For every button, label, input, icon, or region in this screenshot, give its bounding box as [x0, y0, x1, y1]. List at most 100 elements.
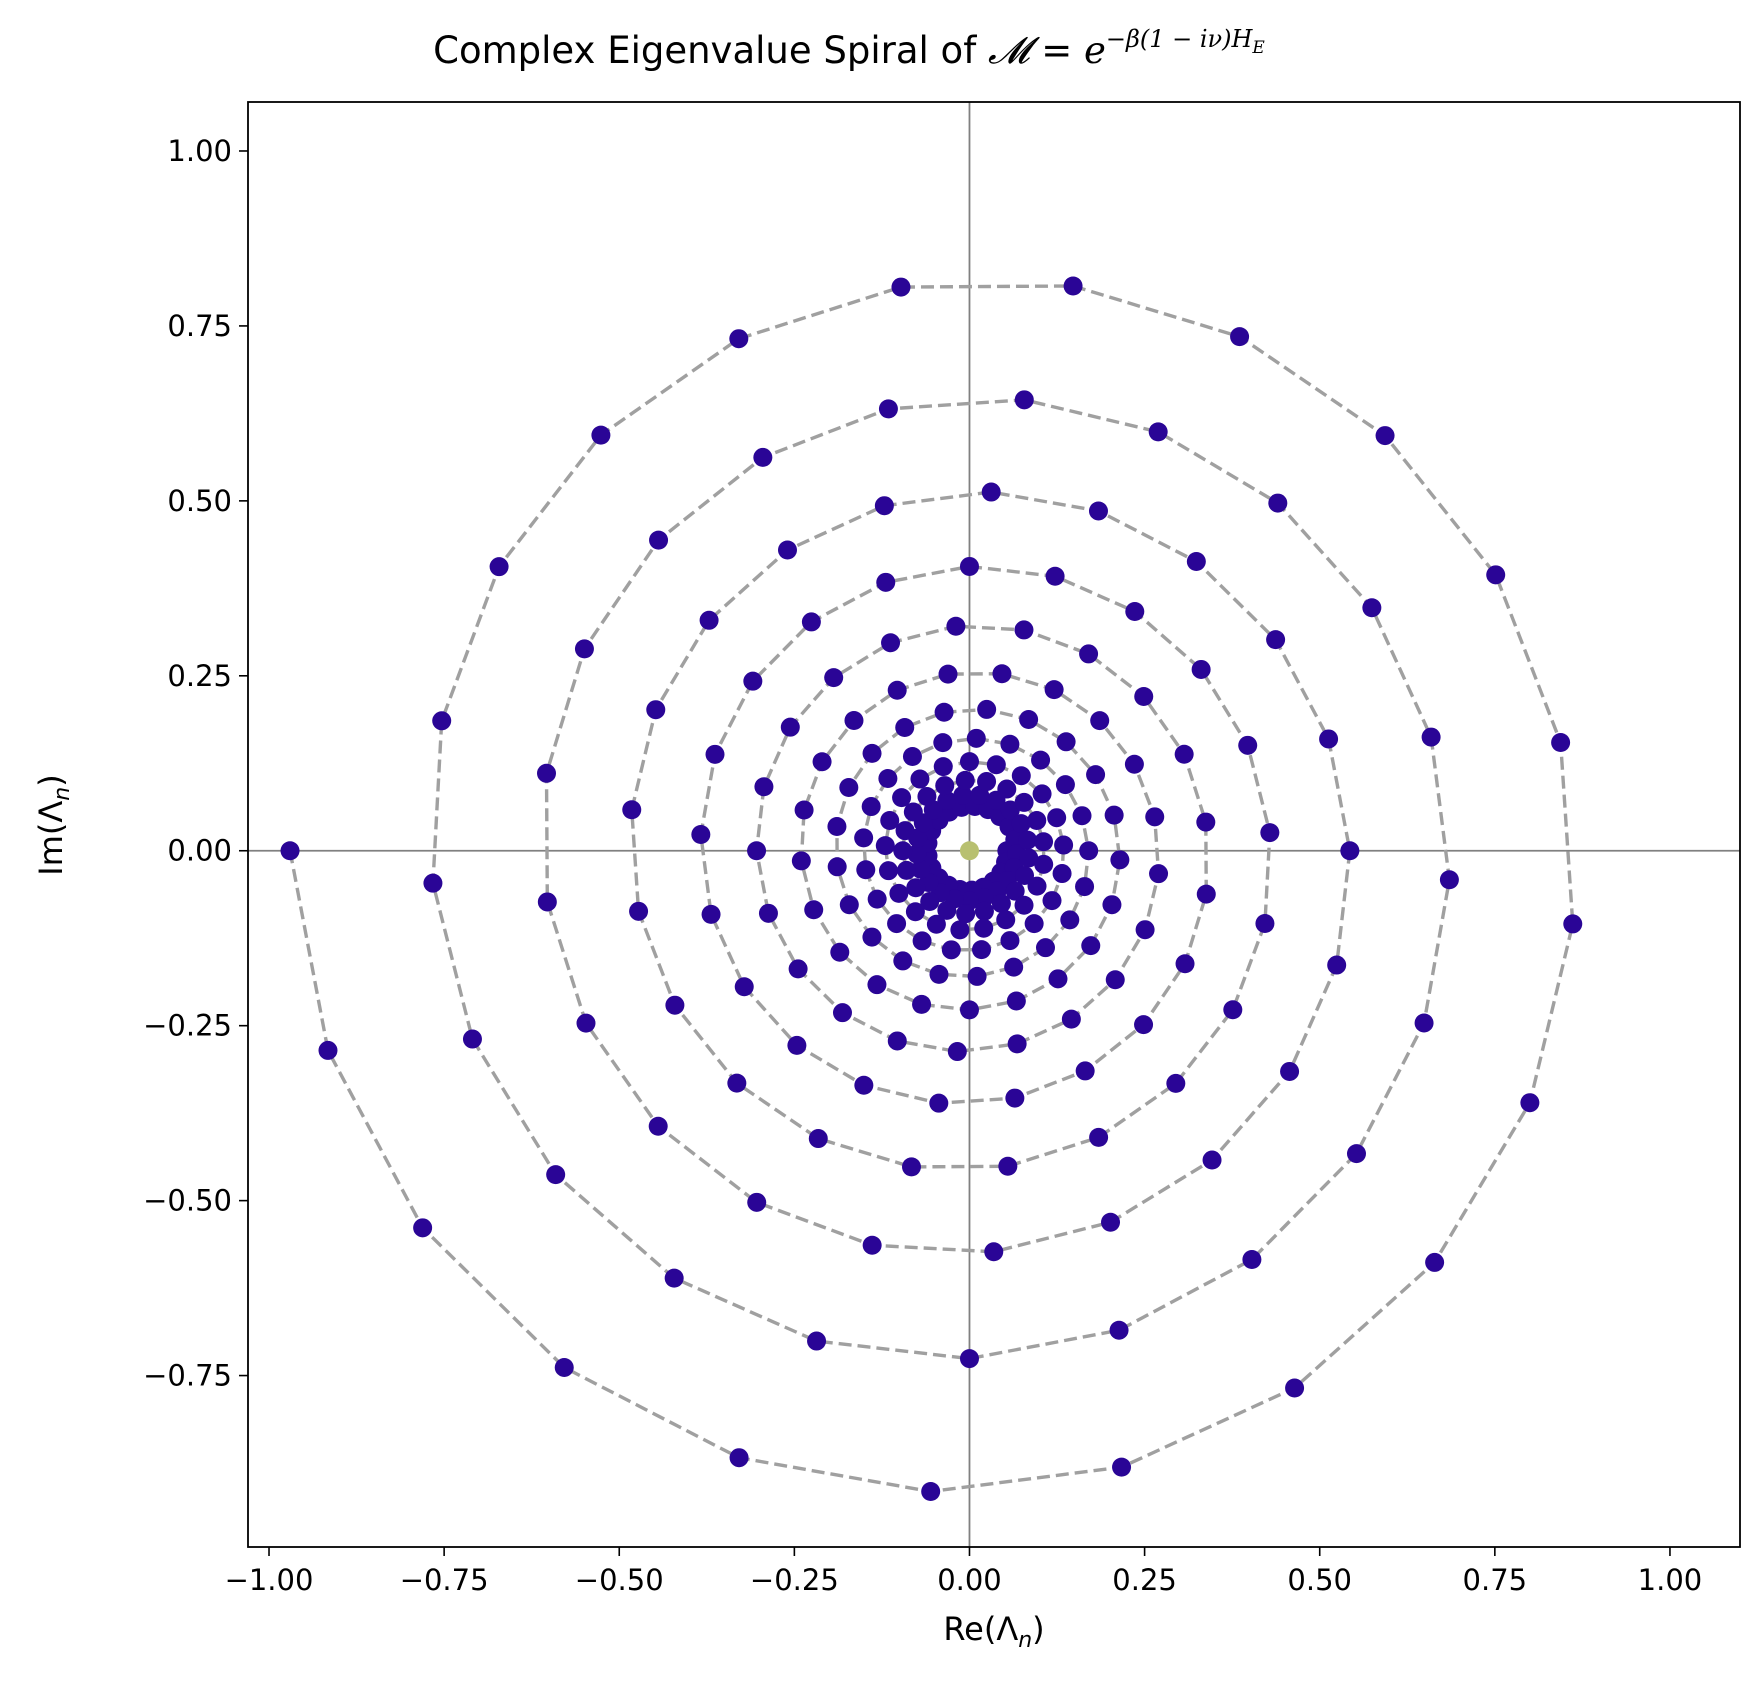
eigenvalue-point [974, 888, 994, 908]
eigenvalue-point [1024, 914, 1044, 934]
eigenvalue-point [933, 757, 953, 777]
eigenvalue-point [788, 959, 808, 979]
y-axis-label-text: Im(Λ [32, 801, 70, 876]
eigenvalue-point [1174, 744, 1194, 764]
eigenvalue-point [729, 1448, 749, 1468]
eigenvalue-point [934, 702, 954, 722]
eigenvalue-point [984, 1242, 1004, 1262]
eigenvalue-point [1018, 830, 1038, 850]
eigenvalue-point [489, 557, 509, 577]
y-axis-label-subscript: n [50, 787, 75, 801]
x-axis-label-subscript: n [1018, 1628, 1032, 1653]
eigenvalue-point [727, 1073, 747, 1093]
eigenvalue-point [986, 755, 1006, 775]
eigenvalue-point [1223, 1000, 1243, 1020]
eigenvalue-point [1014, 895, 1034, 915]
eigenvalue-point [981, 482, 1001, 502]
eigenvalue-point [856, 860, 876, 880]
eigenvalue-point [892, 788, 912, 808]
eigenvalue-point [1048, 969, 1068, 989]
eigenvalue-point [878, 399, 898, 419]
y-tick-label: 0.25 [167, 659, 232, 693]
eigenvalue-point [664, 1268, 684, 1288]
eigenvalue-point [1061, 1009, 1081, 1029]
eigenvalue-point [991, 894, 1011, 914]
eigenvalue-point [1135, 920, 1155, 940]
y-tick-label: 0.75 [167, 309, 232, 343]
eigenvalue-point [787, 1035, 807, 1055]
eigenvalue-point [896, 860, 916, 880]
x-tick-label: 0.50 [1287, 1563, 1352, 1597]
x-tick-label: 1.00 [1638, 1563, 1703, 1597]
eigenvalue-point [1124, 754, 1144, 774]
eigenvalue-point [827, 816, 847, 836]
eigenvalue-point [1104, 805, 1124, 825]
y-tick-label: 0.00 [167, 834, 232, 868]
eigenvalue-point [1035, 938, 1055, 958]
eigenvalue-point [830, 942, 850, 962]
eigenvalue-point [1439, 870, 1459, 890]
eigenvalue-point [1060, 910, 1080, 930]
eigenvalue-point [1079, 841, 1099, 861]
eigenvalue-point [1006, 991, 1026, 1011]
eigenvalue-point [827, 857, 847, 877]
y-axis-label-suffix: ) [32, 774, 70, 786]
eigenvalue-point [876, 572, 896, 592]
eigenvalue-point [911, 859, 931, 879]
eigenvalue-point [1047, 808, 1067, 828]
eigenvalue-point [747, 1192, 767, 1212]
eigenvalue-point [734, 977, 754, 997]
eigenvalue-point [1032, 784, 1052, 804]
eigenvalue-point [758, 903, 778, 923]
eigenvalue-point [1421, 727, 1441, 747]
eigenvalue-point [935, 776, 955, 796]
eigenvalue-point [1346, 1144, 1366, 1164]
eigenvalue-point [1011, 814, 1031, 834]
eigenvalue-point [649, 530, 669, 550]
chart-title-text: Complex Eigenvalue Spiral of [433, 29, 977, 72]
eigenvalue-point [867, 889, 887, 909]
eigenvalue-point [895, 717, 915, 737]
eigenvalue-point [893, 951, 913, 971]
eigenvalue-point [1149, 864, 1169, 884]
eigenvalue-point [423, 873, 443, 893]
eigenvalue-point [887, 680, 907, 700]
eigenvalue-point [862, 1235, 882, 1255]
eigenvalue-point [1414, 1013, 1434, 1033]
eigenvalue-point [880, 811, 900, 831]
eigenvalue-point [701, 904, 721, 924]
eigenvalue-point [854, 1075, 874, 1095]
title-math-base: e [1084, 29, 1106, 72]
eigenvalue-point [1004, 957, 1024, 977]
eigenvalue-point [1486, 565, 1506, 585]
eigenvalue-point [1110, 850, 1130, 870]
eigenvalue-point [895, 821, 915, 841]
eigenvalue-point [953, 785, 973, 805]
title-math-exponent-subscript: E [1251, 38, 1265, 58]
eigenvalue-point [794, 800, 814, 820]
eigenvalue-point [1551, 733, 1571, 753]
eigenvalue-point [629, 901, 649, 921]
eigenvalue-point [862, 927, 882, 947]
eigenvalue-point [1362, 598, 1382, 618]
eigenvalue-point [1090, 711, 1110, 731]
eigenvalue-point [1145, 807, 1165, 827]
eigenvalue-point [1327, 955, 1347, 975]
eigenvalue-point [933, 733, 953, 753]
eigenvalue-point [1079, 644, 1099, 664]
eigenvalue-point [812, 752, 832, 772]
x-tick-label: 0.00 [937, 1563, 1002, 1597]
eigenvalue-point [1034, 854, 1054, 874]
eigenvalue-point [747, 841, 767, 861]
eigenvalue-point [1238, 735, 1258, 755]
eigenvalue-point [1072, 806, 1092, 826]
eigenvalue-point [804, 900, 824, 920]
x-tick-label: −0.25 [750, 1563, 839, 1597]
eigenvalue-point [1196, 812, 1216, 832]
eigenvalue-point [1255, 913, 1275, 933]
eigenvalue-point [1109, 1320, 1129, 1340]
x-tick-label: −0.75 [400, 1563, 489, 1597]
eigenvalue-point [1086, 765, 1106, 785]
eigenvalue-point [1186, 551, 1206, 571]
eigenvalue-point [926, 914, 946, 934]
